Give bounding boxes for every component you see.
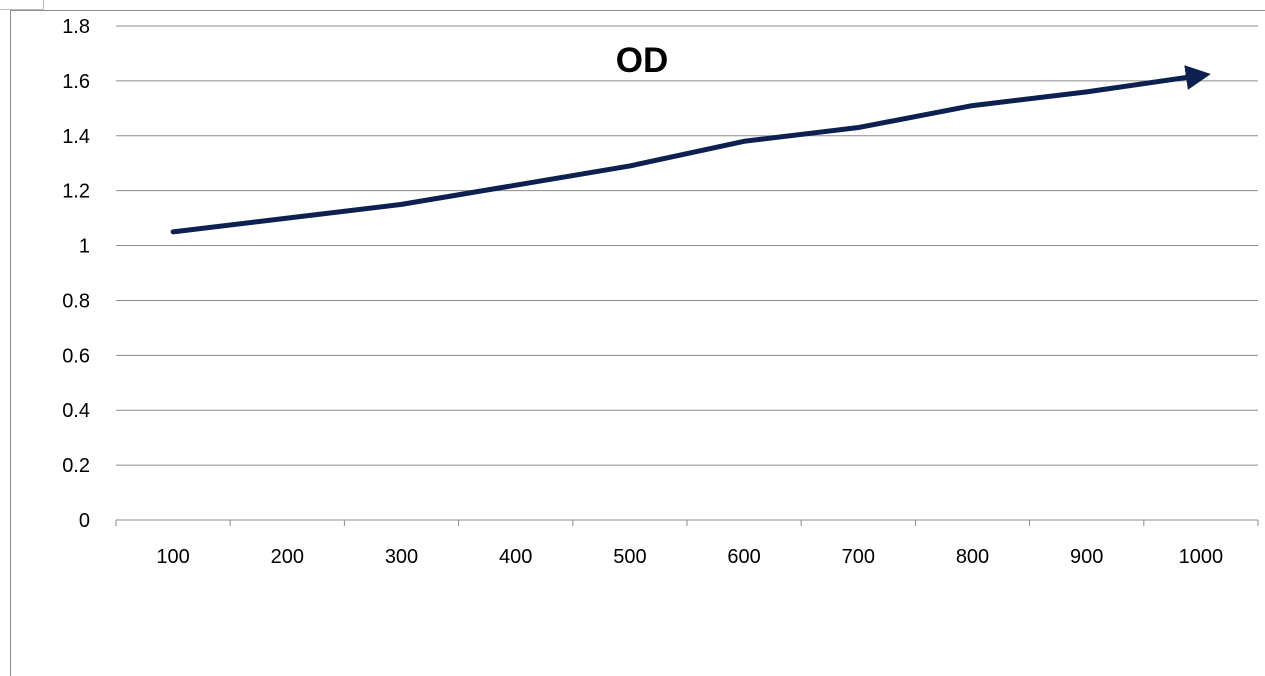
y-tick-label: 1.2 [62, 181, 90, 203]
chart-frame [10, 10, 1265, 676]
y-tick-label: 0 [79, 510, 90, 532]
y-tick-label: 1.6 [62, 71, 90, 93]
x-tick-label: 800 [956, 546, 989, 568]
x-tick-label: 700 [842, 546, 875, 568]
y-tick-label: 0.2 [62, 455, 90, 477]
y-tick-label: 1.8 [62, 16, 90, 38]
y-tick-label: 1 [79, 236, 90, 258]
y-tick-label: 0.6 [62, 345, 90, 367]
x-tick-label: 500 [613, 546, 646, 568]
x-tick-label: 1000 [1179, 546, 1224, 568]
x-tick-label: 400 [499, 546, 532, 568]
x-tick-label: 600 [727, 546, 760, 568]
x-tick-label: 300 [385, 546, 418, 568]
x-tick-label: 100 [156, 546, 189, 568]
y-tick-labels: 0 0.2 0.4 0.6 0.8 1 1.2 1.4 1.6 1.8 [62, 16, 90, 532]
x-tick-label: 200 [271, 546, 304, 568]
chart-title: OD [616, 41, 669, 80]
gridlines [116, 25, 1258, 466]
x-tick-label: 900 [1070, 546, 1103, 568]
y-tick-label: 0.4 [62, 400, 90, 422]
y-tick-label: 0.8 [62, 290, 90, 312]
x-axis [115, 519, 1259, 526]
chart-corner-tab [0, 0, 44, 10]
series-line [170, 65, 1211, 235]
series-layer [170, 65, 1211, 235]
y-tick-label: 1.4 [62, 126, 90, 148]
x-tick-labels: 100 200 300 400 500 600 700 800 900 1000 [156, 546, 1223, 568]
